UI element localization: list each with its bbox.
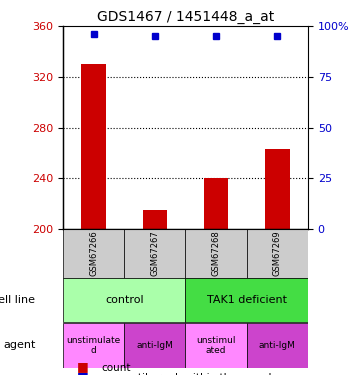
Bar	[186, 323, 247, 368]
Text: GSM67267: GSM67267	[150, 230, 159, 276]
Bar	[247, 323, 308, 368]
Bar	[124, 323, 186, 368]
Text: unstimulate
d: unstimulate d	[66, 336, 121, 355]
Bar	[63, 323, 124, 368]
Bar	[63, 278, 186, 322]
Text: cell line: cell line	[0, 295, 35, 305]
Bar	[124, 229, 186, 278]
Text: control: control	[105, 295, 144, 305]
Bar	[265, 149, 289, 229]
Text: percentile rank within the sample: percentile rank within the sample	[102, 373, 277, 375]
Title: GDS1467 / 1451448_a_at: GDS1467 / 1451448_a_at	[97, 10, 274, 24]
Text: agent: agent	[3, 340, 35, 350]
Bar	[186, 278, 308, 322]
Text: ■: ■	[77, 360, 89, 373]
Text: GSM67266: GSM67266	[89, 230, 98, 276]
Bar	[143, 210, 167, 229]
Bar	[247, 229, 308, 278]
Bar	[63, 229, 124, 278]
Text: anti-IgM: anti-IgM	[136, 341, 173, 350]
Bar	[186, 229, 247, 278]
Text: unstimul
ated: unstimul ated	[196, 336, 236, 355]
Text: GSM67268: GSM67268	[212, 230, 220, 276]
Text: ■: ■	[77, 370, 89, 375]
Text: GSM67269: GSM67269	[273, 230, 282, 276]
Text: TAK1 deficient: TAK1 deficient	[207, 295, 287, 305]
Bar	[204, 178, 228, 229]
Text: count: count	[102, 363, 131, 373]
Text: anti-IgM: anti-IgM	[259, 341, 296, 350]
Bar	[81, 64, 106, 229]
